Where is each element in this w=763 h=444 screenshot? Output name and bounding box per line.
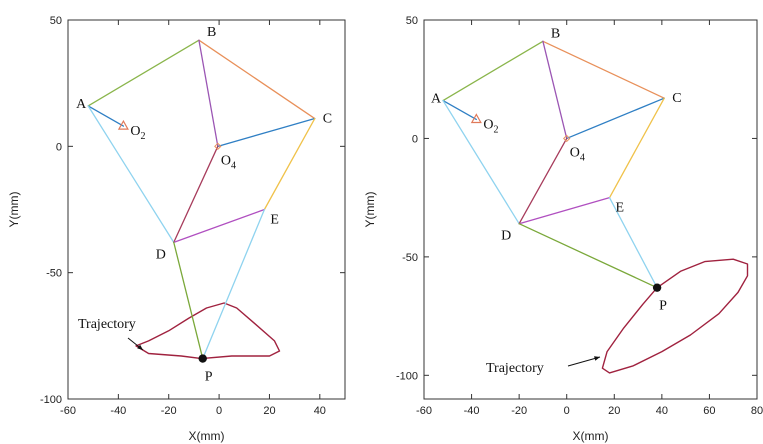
link-a-d bbox=[87, 105, 175, 243]
x-axis-title: X(mm) bbox=[573, 429, 609, 443]
pivot-o2-triangle-icon bbox=[470, 113, 482, 124]
x-tick-label: 60 bbox=[703, 405, 715, 417]
link-o4-d bbox=[173, 145, 219, 243]
label-e: E bbox=[616, 201, 625, 216]
y-tick-label: 0 bbox=[412, 133, 418, 145]
x-tick-label: 0 bbox=[216, 405, 222, 417]
y-tick-label: 50 bbox=[406, 15, 418, 27]
label-o4: O4 bbox=[221, 153, 236, 171]
x-axis-title: X(mm) bbox=[189, 429, 225, 443]
y-tick-label: -50 bbox=[402, 252, 418, 264]
label-o2-subscript: 2 bbox=[141, 131, 146, 142]
link-a-b bbox=[442, 40, 544, 102]
link-d-e bbox=[173, 208, 266, 243]
x-tick-label: -40 bbox=[110, 405, 126, 417]
annotation-arrowhead-icon bbox=[137, 344, 143, 350]
link-c-o4 bbox=[566, 97, 665, 140]
label-o2-subscript: 2 bbox=[493, 124, 498, 135]
label-p: P bbox=[659, 299, 667, 314]
y-axis-title: Y(mm) bbox=[7, 192, 21, 228]
link-c-e bbox=[263, 117, 316, 211]
link-c-e bbox=[608, 97, 665, 199]
x-tick-label: 80 bbox=[751, 405, 763, 417]
pivot-o2-triangle-icon bbox=[117, 119, 129, 130]
link-d-p bbox=[173, 241, 204, 360]
y-tick-label: 50 bbox=[50, 15, 62, 27]
trajectory-curve bbox=[135, 302, 281, 360]
label-o4-subscript: 4 bbox=[580, 152, 585, 163]
link-a-d bbox=[442, 99, 520, 225]
label-c: C bbox=[323, 112, 332, 127]
link-b-o4 bbox=[198, 39, 219, 147]
label-p: P bbox=[205, 370, 213, 385]
pivot-o4-marker-icon bbox=[214, 142, 222, 151]
y-tick-label: 0 bbox=[56, 141, 62, 153]
link-b-c bbox=[198, 39, 316, 120]
annotation-arrowhead-icon bbox=[594, 356, 600, 361]
link-a-o2 bbox=[442, 99, 477, 121]
link-b-o4 bbox=[542, 40, 568, 140]
y-tick-label: -50 bbox=[46, 268, 62, 280]
label-c: C bbox=[672, 91, 681, 106]
point-p-dot bbox=[198, 354, 207, 363]
label-b: B bbox=[551, 26, 560, 41]
y-axis-title: Y(mm) bbox=[363, 192, 377, 228]
label-a: A bbox=[431, 92, 442, 107]
x-tick-label: -60 bbox=[60, 405, 76, 417]
link-a-o2 bbox=[87, 105, 125, 127]
x-tick-label: -40 bbox=[464, 405, 480, 417]
label-e: E bbox=[270, 213, 279, 228]
label-o4: O4 bbox=[570, 145, 585, 163]
x-tick-label: -60 bbox=[416, 405, 432, 417]
y-tick-label: -100 bbox=[396, 370, 418, 382]
x-tick-label: 20 bbox=[263, 405, 275, 417]
link-d-e bbox=[518, 197, 611, 225]
x-tick-label: 40 bbox=[656, 405, 668, 417]
point-p-dot bbox=[652, 283, 662, 292]
link-e-p bbox=[202, 208, 266, 360]
trajectory-annotation: Trajectory bbox=[486, 361, 544, 376]
x-tick-label: -20 bbox=[161, 405, 177, 417]
pivot-o4-marker-icon bbox=[563, 134, 571, 143]
link-e-p bbox=[608, 197, 658, 289]
label-d: D bbox=[156, 247, 166, 262]
y-tick-label: -100 bbox=[40, 394, 62, 406]
link-c-o4 bbox=[217, 117, 316, 147]
link-d-p bbox=[518, 223, 658, 289]
label-o2: O2 bbox=[483, 117, 498, 135]
trajectory-annotation: Trajectory bbox=[78, 317, 136, 332]
label-o4-subscript: 4 bbox=[231, 160, 236, 171]
link-o4-d bbox=[518, 137, 568, 225]
panel-left: -60 -40 -20 0 20 40 50 0 -50 -100 X(mm) Y(mm) A B C O4 E… bbox=[7, 15, 346, 443]
label-b: B bbox=[207, 25, 216, 40]
label-o2: O2 bbox=[130, 124, 145, 142]
axes-frame bbox=[67, 19, 346, 400]
annotation-arrow bbox=[567, 356, 601, 367]
x-tick-label: 20 bbox=[608, 405, 620, 417]
label-d: D bbox=[501, 229, 511, 244]
label-a: A bbox=[76, 97, 87, 112]
link-b-c bbox=[542, 40, 665, 99]
x-tick-label: -20 bbox=[511, 405, 527, 417]
x-tick-label: 40 bbox=[314, 405, 326, 417]
axes-frame bbox=[423, 19, 758, 400]
x-tick-label: 0 bbox=[564, 405, 570, 417]
trajectory-curve bbox=[601, 258, 749, 374]
link-a-b bbox=[87, 39, 200, 107]
panel-right: -60 -40 -20 0 20 40 60 80 50 0 -50 -100 X(mm) Y(mm) A B… bbox=[363, 15, 763, 443]
